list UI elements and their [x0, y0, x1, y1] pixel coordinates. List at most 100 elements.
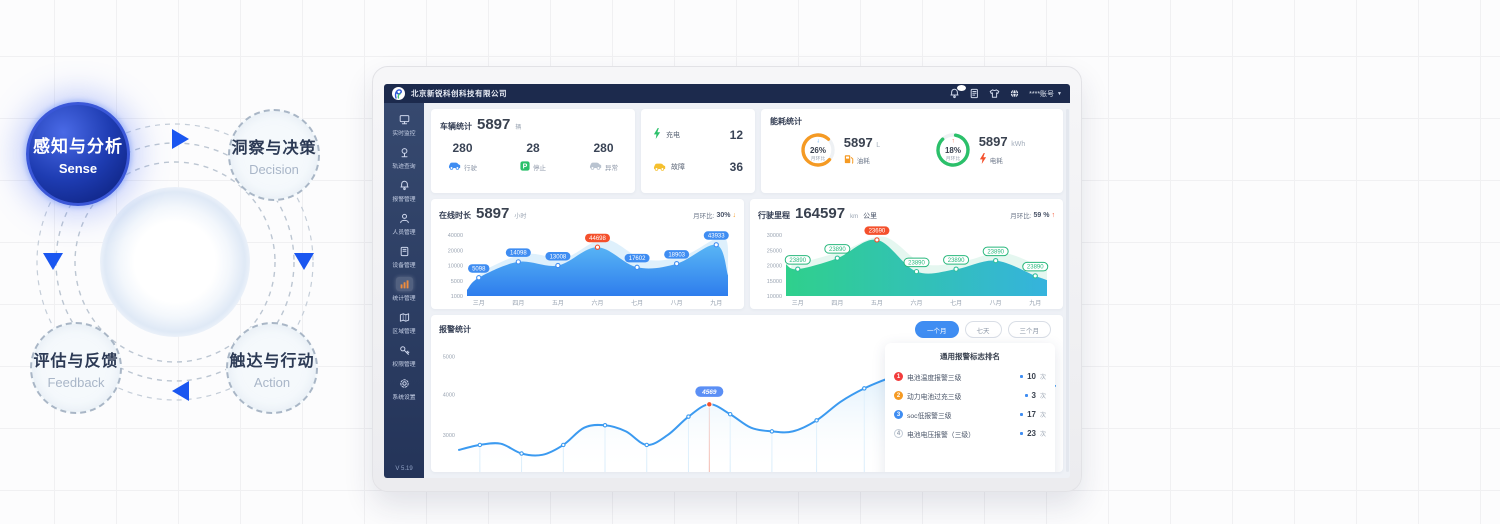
- cycle-node-sense: 感知与分析 Sense: [26, 102, 130, 206]
- svg-text:P: P: [523, 163, 528, 171]
- cycle-node-decision: 洞察与决策 Decision: [228, 109, 320, 201]
- svg-text:↑: ↑: [951, 139, 954, 145]
- svg-text:23890: 23890: [948, 258, 965, 264]
- sidebar-item-权限管理[interactable]: 权限管理: [384, 339, 424, 372]
- sidebar-item-label: 统计管理: [392, 296, 416, 302]
- navbar-icons: [949, 85, 1020, 99]
- ranking-label: 动力电池过充三级: [907, 393, 962, 401]
- stat-value: 28: [526, 141, 540, 155]
- mileage-unit: km: [850, 214, 859, 220]
- donut-gauge: ↑18%月环比: [936, 133, 970, 167]
- settings-icon: [396, 376, 413, 390]
- sidebar-item-报警管理[interactable]: 报警管理: [384, 174, 424, 207]
- sidebar-item-设备管理[interactable]: 设备管理: [384, 240, 424, 273]
- vehicle-stats-card: 车辆统计 5897 辆 280 行驶 28 P 停止 280 异常: [431, 109, 635, 193]
- card-title: 行驶里程: [758, 211, 790, 220]
- sidebar-item-label: 轨迹查询: [392, 164, 416, 170]
- cycle-node-action: 触达与行动 Action: [226, 322, 318, 414]
- row-label: 充电: [666, 132, 680, 139]
- row-label: 故障: [671, 164, 685, 171]
- stat-label: 异常: [589, 161, 618, 172]
- device-frame: 北京新锐科创科技有限公司 ****账号 ▼ 实时监控 轨迹查询 报警管理 人员管理 设备…: [372, 66, 1082, 492]
- svg-text:40000: 40000: [448, 233, 463, 239]
- sidebar-item-区域管理[interactable]: 区域管理: [384, 306, 424, 339]
- row-value: 12: [729, 128, 743, 142]
- svg-text:23890: 23890: [908, 260, 925, 266]
- node-subtitle: Action: [253, 374, 291, 390]
- svg-text:六月: 六月: [591, 299, 603, 307]
- svg-text:43933: 43933: [708, 234, 725, 240]
- gauge-detail: 5897 kWh 电耗: [979, 134, 1026, 166]
- ranking-label: soc低报警三级: [907, 412, 952, 420]
- bell-icon[interactable]: [949, 85, 967, 99]
- theme-shirt-icon[interactable]: [989, 88, 1000, 99]
- cycle-diagram: 感知与分析 Sense 洞察与决策 Decision 评估与反馈 Feedbac…: [18, 90, 348, 435]
- account-dropdown[interactable]: ****账号 ▼: [1029, 89, 1062, 99]
- energy-stats-card: 能耗统计 ↓ 26% 月环比 5897 L 油耗 ↑ 18% 月环比 5897 kWh 电耗: [761, 109, 1063, 193]
- svg-text:5000: 5000: [443, 354, 455, 360]
- tab-三个月[interactable]: 三个月: [1007, 321, 1051, 338]
- device-icon: [396, 244, 413, 258]
- svg-text:5000: 5000: [451, 279, 463, 285]
- svg-text:23890: 23890: [987, 249, 1004, 255]
- svg-text:↓: ↓: [816, 139, 819, 145]
- arrow-down-icon: ↓: [732, 211, 737, 219]
- sidebar-item-人员管理[interactable]: 人员管理: [384, 207, 424, 240]
- svg-text:七月: 七月: [950, 299, 962, 307]
- node-subtitle: Sense: [58, 161, 98, 176]
- sidebar-item-实时监控[interactable]: 实时监控: [384, 108, 424, 141]
- svg-text:15000: 15000: [767, 279, 782, 285]
- ranking-label: 电池温度报警三级: [907, 374, 962, 382]
- svg-text:月环比: 月环比: [946, 155, 961, 162]
- globe-icon[interactable]: [1009, 88, 1020, 99]
- stat-label-text: 停止: [533, 165, 546, 172]
- count-dot-icon: [1024, 394, 1028, 397]
- svg-text:30000: 30000: [767, 233, 782, 239]
- svg-text:四月: 四月: [512, 300, 524, 307]
- svg-text:4000: 4000: [443, 393, 455, 399]
- ranking-count-unit: 次: [1039, 394, 1046, 400]
- svg-text:月环比: 月环比: [811, 155, 826, 162]
- node-subtitle: Feedback: [47, 374, 105, 390]
- rank-badge: 2: [894, 391, 903, 400]
- tab-七天[interactable]: 七天: [964, 321, 1002, 338]
- ranking-title: 通用报警标志排名: [940, 352, 1000, 361]
- ranking-count: 10: [1027, 372, 1036, 381]
- svg-text:23690: 23690: [869, 229, 886, 235]
- stat-value: 280: [452, 141, 473, 155]
- sidebar-item-统计管理[interactable]: 统计管理: [384, 273, 424, 306]
- navbar-actions: ****账号 ▼: [949, 85, 1062, 99]
- svg-text:23890: 23890: [829, 247, 846, 253]
- alarm-icon: [396, 178, 413, 192]
- svg-text:五月: 五月: [871, 300, 883, 307]
- gauge-label-text: 电耗: [989, 157, 1003, 165]
- node-title: 洞察与决策: [231, 139, 317, 157]
- svg-text:10000: 10000: [448, 264, 463, 270]
- svg-text:23890: 23890: [1027, 265, 1044, 271]
- sidebar-item-系统设置[interactable]: 系统设置: [384, 372, 424, 405]
- vehicle-stat-行驶: 280 行驶: [448, 141, 477, 173]
- arrow-up-icon: ↑: [1051, 211, 1056, 219]
- notification-bubble: [957, 85, 967, 91]
- svg-text:20000: 20000: [767, 264, 782, 270]
- bolt-icon: [979, 153, 987, 166]
- gauge-value: 5897 kWh: [978, 134, 1026, 149]
- vehicle-stat-异常: 280 异常: [589, 141, 618, 173]
- svg-text:14098: 14098: [510, 251, 527, 257]
- ranking-item: 4 电池电压报警（三级） 23 次: [894, 424, 1046, 443]
- sidebar-item-轨迹查询[interactable]: 轨迹查询: [384, 141, 424, 174]
- svg-text:七月: 七月: [631, 299, 643, 307]
- gauge-unit: kWh: [1011, 141, 1026, 148]
- svg-text:5098: 5098: [472, 267, 486, 273]
- svg-text:18%: 18%: [945, 146, 961, 155]
- chevron-down-icon: ▼: [1057, 90, 1062, 97]
- permission-icon: [396, 343, 413, 357]
- tab-一个月[interactable]: 一个月: [915, 321, 959, 338]
- svg-text:26%: 26%: [810, 146, 826, 155]
- gauge-detail: 5897 L 油耗: [844, 135, 880, 166]
- sidebar-item-label: 人员管理: [392, 230, 416, 236]
- document-icon[interactable]: [969, 88, 980, 99]
- rank-badge: 3: [894, 410, 903, 419]
- car-icon: [448, 161, 461, 172]
